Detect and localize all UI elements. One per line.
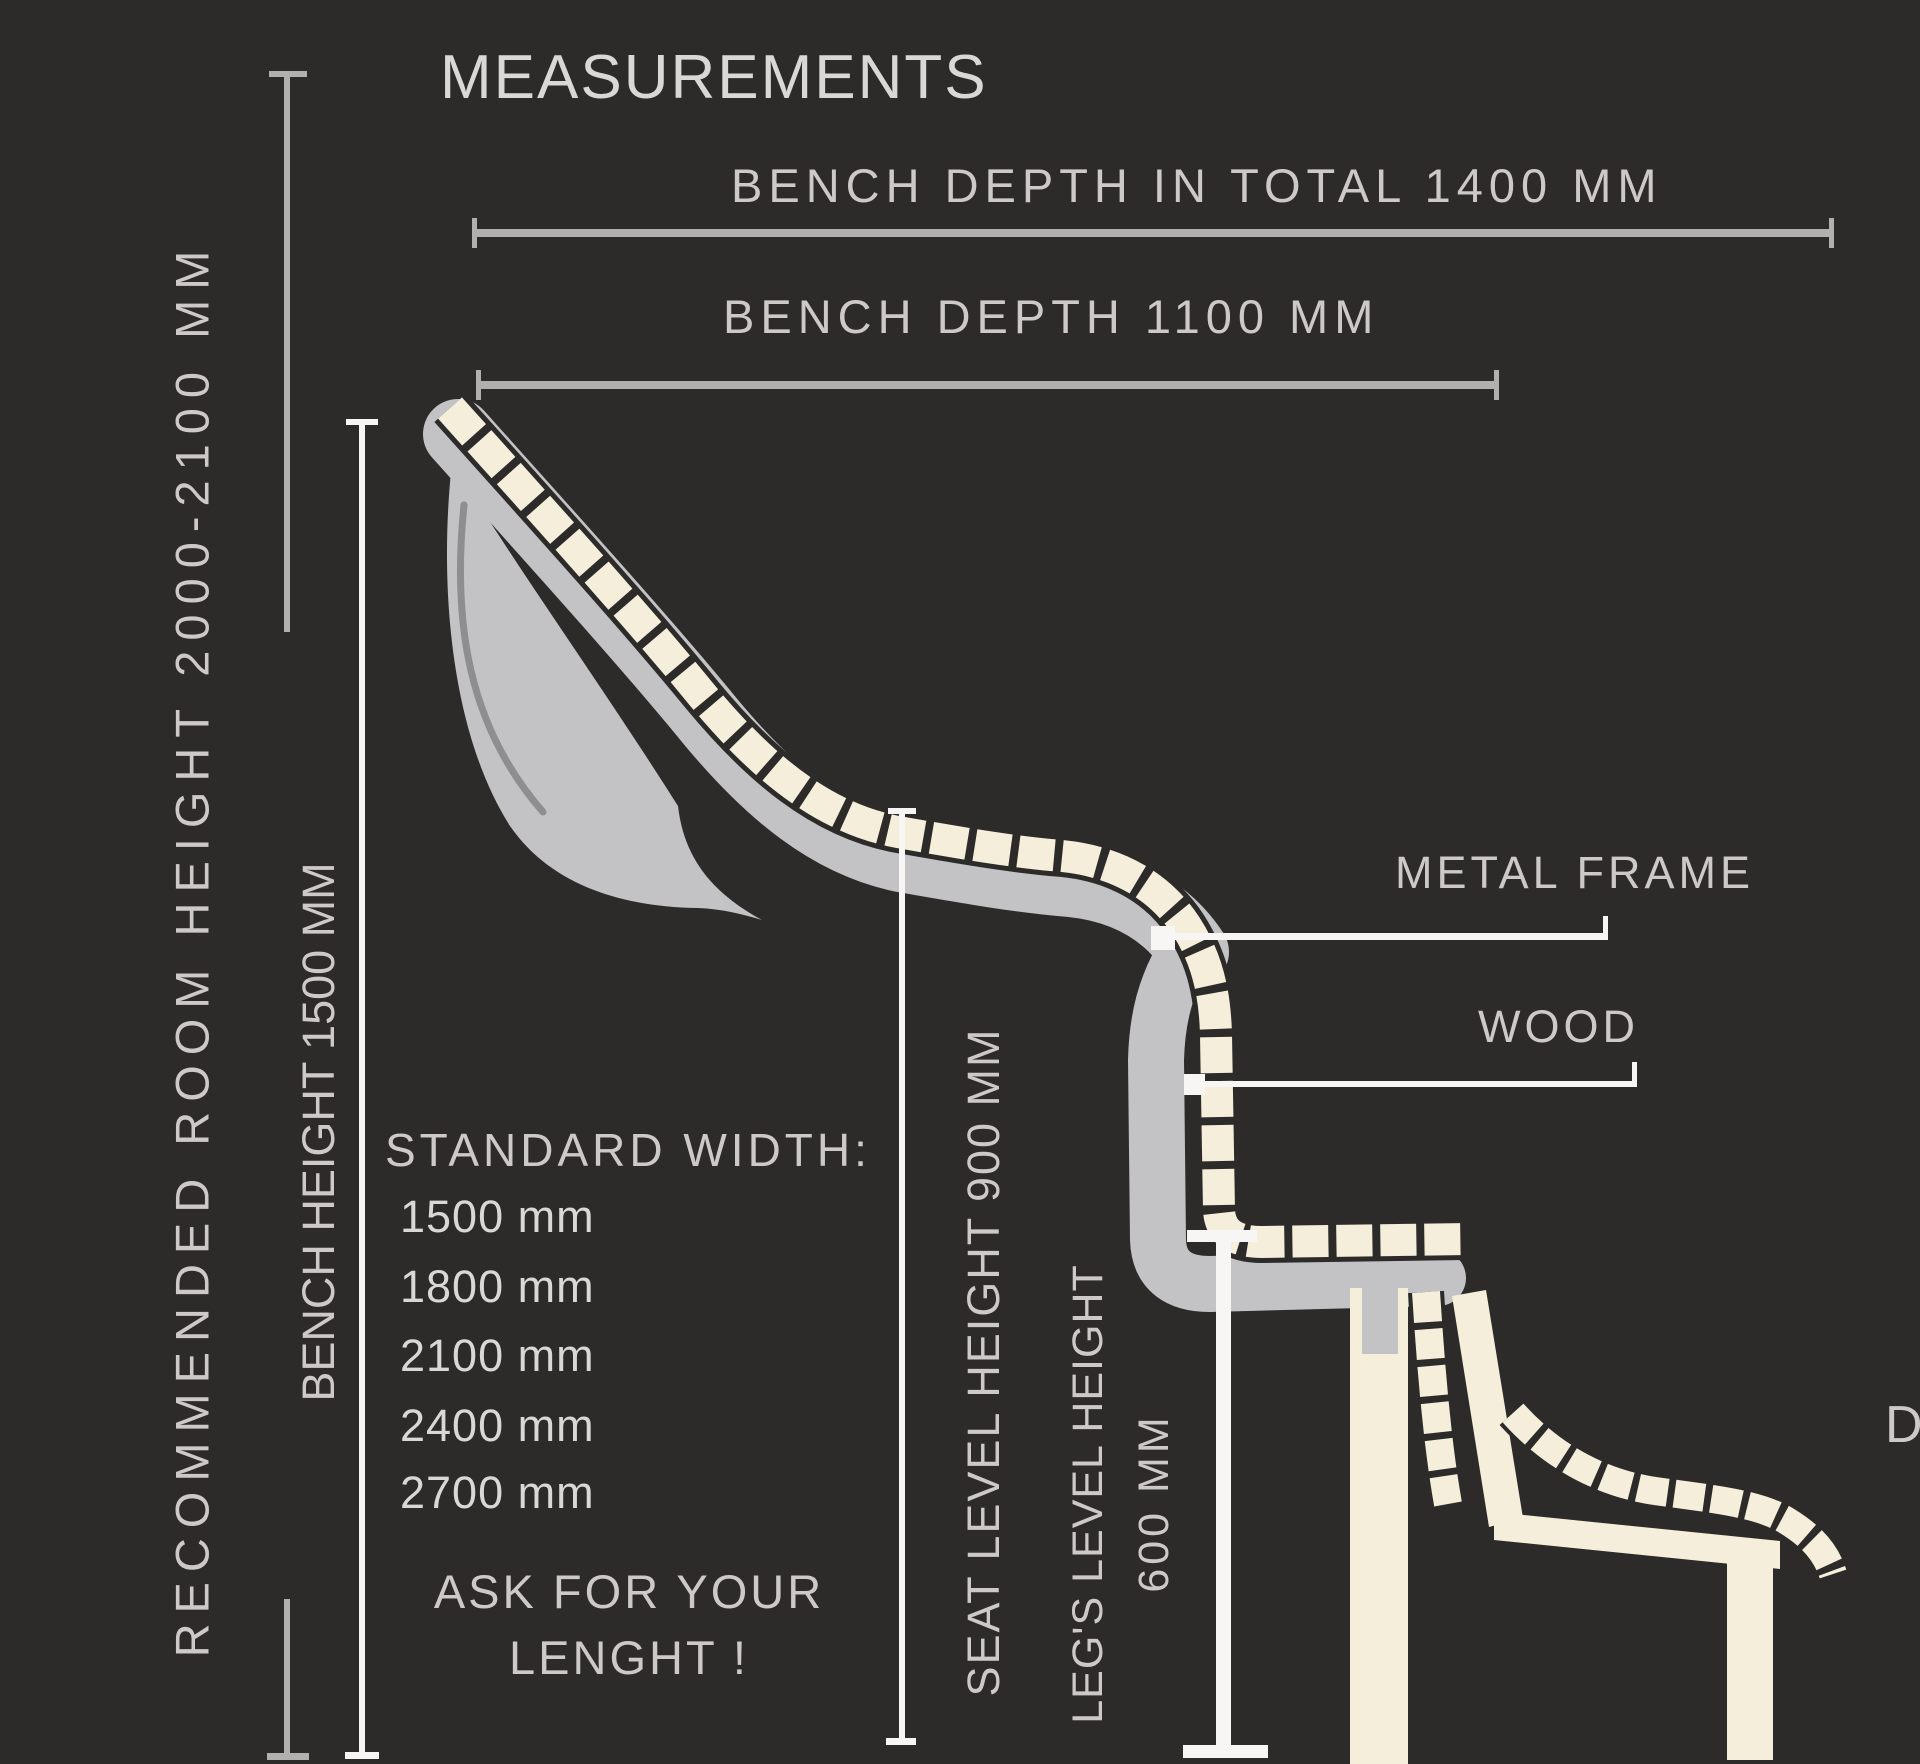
- bench-height-line: [359, 421, 365, 1757]
- room-height-cap-bottom: [267, 1753, 309, 1760]
- legs-level-label-line2: 600 MM: [1130, 1413, 1178, 1592]
- legs-level-cap-bottom: [1183, 1745, 1268, 1758]
- small-bench-illustration: [1408, 1290, 1851, 1760]
- metal-frame-leader-line: [1163, 933, 1608, 940]
- depth-total-label: BENCH DEPTH IN TOTAL 1400 MM: [731, 159, 1663, 212]
- width-option: 1800 mm: [400, 1261, 595, 1312]
- depth-total-tick-left: [472, 218, 477, 248]
- room-height-label: RECOMMENDED ROOM HEIGHT 2000-2100 MM: [165, 241, 218, 1658]
- depth-tick-left: [476, 370, 481, 400]
- legs-level-cap-top: [1187, 1230, 1257, 1242]
- metal-frame-front: [1127, 924, 1466, 1313]
- bench-height-label: BENCH HEIGHT 1500 MM: [293, 862, 344, 1401]
- bench-height-cap-bottom: [345, 1752, 379, 1759]
- depth-total-tick-right: [1829, 218, 1834, 248]
- standard-width-heading: STANDARD WIDTH:: [385, 1124, 871, 1176]
- seat-level-cap-top: [888, 808, 916, 814]
- cutoff-letter: D: [1885, 1396, 1920, 1454]
- small-bench-seat-board: [1494, 1512, 1780, 1569]
- standard-width-block: STANDARD WIDTH: 1500 mm 1800 mm 2100 mm …: [385, 1124, 871, 1684]
- dimension-lines: [267, 71, 1834, 1760]
- width-option: 2100 mm: [400, 1330, 595, 1381]
- room-height-cap-top: [269, 71, 307, 77]
- wood-label: WOOD: [1478, 1001, 1639, 1052]
- room-height-line-top: [284, 74, 290, 632]
- frame-blade-seam: [456, 501, 547, 816]
- metal-frame-leader-tick: [1603, 916, 1608, 938]
- width-option: 2700 mm: [400, 1467, 595, 1518]
- width-option: 2400 mm: [400, 1400, 595, 1451]
- main-bench-illustration: [423, 393, 1466, 1764]
- metal-frame-blade: [446, 462, 762, 920]
- seat-level-line: [899, 810, 905, 1740]
- small-bench-seat-gaps: [1499, 1400, 1851, 1581]
- material-callouts: [1151, 916, 1637, 1095]
- depth-tick-right: [1494, 370, 1499, 400]
- wood-leader-tick: [1632, 1062, 1637, 1084]
- wood-slats: [438, 397, 1466, 1259]
- width-option: 1500 mm: [400, 1191, 595, 1242]
- bench-front-leg: [1350, 1288, 1408, 1764]
- bench-height-cap-top: [346, 419, 378, 425]
- small-bench-leg: [1727, 1555, 1773, 1760]
- page-title: MEASUREMENTS: [440, 43, 988, 112]
- small-bench-back-gaps: [1408, 1290, 1466, 1508]
- cta-line2: LENGHT !: [509, 1631, 749, 1684]
- metal-frame-label: METAL FRAME: [1395, 847, 1754, 898]
- small-bench-back-board: [1452, 1290, 1523, 1527]
- depth-label: BENCH DEPTH 1100 MM: [723, 290, 1379, 343]
- wood-leader-line: [1194, 1081, 1637, 1087]
- seat-level-label: SEAT LEVEL HEIGHT 900 MM: [958, 1027, 1009, 1696]
- cta-line1: ASK FOR YOUR: [434, 1565, 824, 1618]
- frame-leg-bracket: [1362, 1282, 1398, 1354]
- legs-level-label-line1: LEG'S LEVEL HEIGHT: [1064, 1264, 1112, 1724]
- small-bench-back-slats: [1412, 1291, 1462, 1507]
- seat-level-cap-bottom: [886, 1738, 916, 1745]
- room-height-line-bottom: [284, 1599, 290, 1757]
- depth-line: [478, 381, 1499, 389]
- depth-total-line: [474, 229, 1832, 237]
- legs-level-line: [1216, 1236, 1231, 1752]
